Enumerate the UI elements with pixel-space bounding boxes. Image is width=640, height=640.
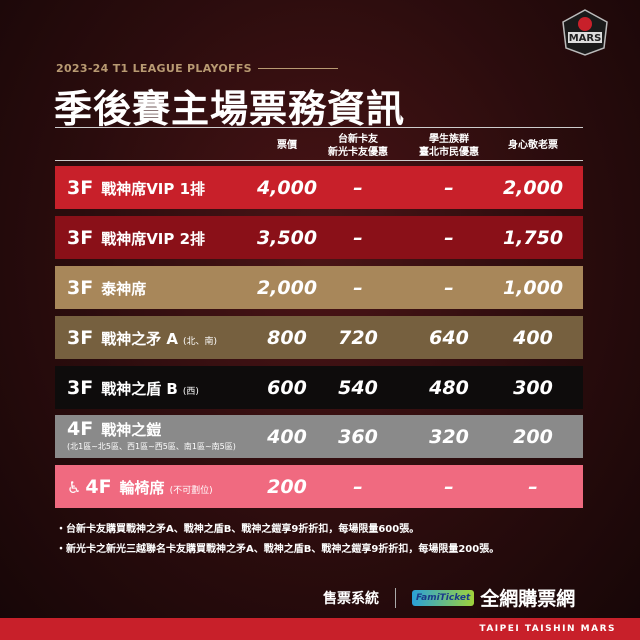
price-cell: 320 xyxy=(429,425,469,448)
logo-text: MARS xyxy=(569,33,602,44)
subtitle-text: 2023-24 T1 LEAGUE PLAYOFFS xyxy=(56,62,252,75)
ticketing-system: 售票系統 FamiTicket 全網購票網 xyxy=(323,584,575,611)
ticket-row: 3F 戰神之盾 B (西) 600 540 480 300 xyxy=(55,366,583,409)
notes: ・台新卡友購買戰神之矛A、戰神之盾B、戰神之鎧享9折折扣，每場限量600張。 ・… xyxy=(56,520,499,560)
note-item: ・新光卡之新光三越聯名卡友購買戰神之矛A、戰神之盾B、戰神之鎧享9折折扣，每場限… xyxy=(56,544,500,555)
seat-label: ♿ 4F 輪椅席 (不可劃位) xyxy=(67,476,213,498)
mars-logo: MARS xyxy=(562,9,608,56)
price-cell: 360 xyxy=(338,425,378,448)
footer-bar: TAIPEI TAISHIN MARS xyxy=(0,618,640,640)
ticketing-site[interactable]: 全網購票網 xyxy=(480,588,576,610)
seat-label: 3F 泰神席 xyxy=(67,277,146,299)
floor: 4F xyxy=(85,475,112,498)
price-cell: 1,000 xyxy=(502,276,564,299)
ticket-row: 3F 戰神席VIP 2排 3,500 – – 1,750 xyxy=(55,216,583,259)
seat-label: 3F 戰神之矛 A (北、南) xyxy=(67,327,217,349)
price-cell: 640 xyxy=(429,326,469,349)
floor: 3F xyxy=(67,176,94,199)
price-cell: 400 xyxy=(267,425,307,448)
price-cell: 800 xyxy=(267,326,307,349)
floor: 4F xyxy=(67,418,94,440)
divider xyxy=(395,587,396,608)
col-header-student: 學生族群 臺北市民優惠 xyxy=(419,134,479,158)
price-cell: – xyxy=(353,475,363,498)
subtitle: 2023-24 T1 LEAGUE PLAYOFFS xyxy=(56,62,338,75)
seat-label: 4F 戰神之鎧 (北1區~北5區、西1區~西5區、南1區~南5區) xyxy=(67,418,267,452)
price-cell: 720 xyxy=(338,326,378,349)
price-cell: 200 xyxy=(267,475,307,498)
seat-note: (不可劃位) xyxy=(169,485,213,496)
note-item: ・台新卡友購買戰神之矛A、戰神之盾B、戰神之鎧享9折折扣，每場限量600張。 xyxy=(56,524,420,535)
page-title: 季後賽主場票務資訊 xyxy=(54,87,406,131)
price-cell: – xyxy=(353,276,363,299)
seat-name: 輪椅席 xyxy=(119,478,165,497)
seat-label: 3F 戰神之盾 B (西) xyxy=(67,377,199,399)
seat-label: 3F 戰神席VIP 1排 xyxy=(67,177,205,199)
seat-note: (西) xyxy=(182,386,199,397)
price-cell: 400 xyxy=(513,326,553,349)
col-header-card: 台新卡友 新光卡友優惠 xyxy=(328,134,388,158)
seat-name: 戰神席VIP 1排 xyxy=(101,179,206,198)
ticket-row: 3F 戰神席VIP 1排 4,000 – – 2,000 xyxy=(55,166,583,209)
seat-label: 3F 戰神席VIP 2排 xyxy=(67,227,205,249)
wheelchair-icon: ♿ xyxy=(67,477,82,497)
ticketing-label: 售票系統 xyxy=(323,590,379,607)
col-header-price: 票價 xyxy=(277,140,297,151)
seat-name: 戰神之盾 B xyxy=(101,379,178,398)
seat-name: 戰神之鎧 xyxy=(101,421,162,439)
price-cell: 600 xyxy=(267,376,307,399)
ticket-row: ♿ 4F 輪椅席 (不可劃位) 200 – – – xyxy=(55,465,583,508)
ticket-row: 3F 戰神之矛 A (北、南) 800 720 640 400 xyxy=(55,316,583,359)
floor: 3F xyxy=(67,226,94,249)
price-cell: – xyxy=(444,276,454,299)
seat-note: (北、南) xyxy=(183,336,218,347)
ticket-row: 4F 戰神之鎧 (北1區~北5區、西1區~西5區、南1區~南5區) 400 360 320… xyxy=(55,415,583,458)
divider xyxy=(257,68,338,69)
famiticket-logo: FamiTicket xyxy=(412,589,475,606)
price-cell: 2,000 xyxy=(256,276,318,299)
price-cell: 540 xyxy=(338,376,378,399)
seat-name: 泰神席 xyxy=(101,279,147,298)
price-cell: – xyxy=(444,226,454,249)
divider xyxy=(55,127,583,128)
price-cell: – xyxy=(353,176,363,199)
price-cell: – xyxy=(444,176,454,199)
floor: 3F xyxy=(67,376,94,399)
price-cell: 2,000 xyxy=(502,176,564,199)
price-cell: 3,500 xyxy=(256,226,318,249)
divider xyxy=(55,160,583,161)
price-cell: 200 xyxy=(513,425,553,448)
ticket-row: 3F 泰神席 2,000 – – 1,000 xyxy=(55,266,583,309)
floor: 3F xyxy=(67,276,94,299)
seat-note: (北1區~北5區、西1區~西5區、南1區~南5區) xyxy=(67,442,236,451)
floor: 3F xyxy=(67,326,94,349)
seat-name: 戰神之矛 A xyxy=(101,329,179,348)
price-cell: 1,750 xyxy=(502,226,564,249)
price-cell: – xyxy=(444,475,454,498)
price-cell: 4,000 xyxy=(256,176,318,199)
seat-name: 戰神席VIP 2排 xyxy=(101,229,206,248)
price-cell: – xyxy=(528,475,538,498)
price-cell: 480 xyxy=(429,376,469,399)
price-cell: – xyxy=(353,226,363,249)
price-cell: 300 xyxy=(513,376,553,399)
col-header-senior: 身心敬老票 xyxy=(508,140,558,151)
